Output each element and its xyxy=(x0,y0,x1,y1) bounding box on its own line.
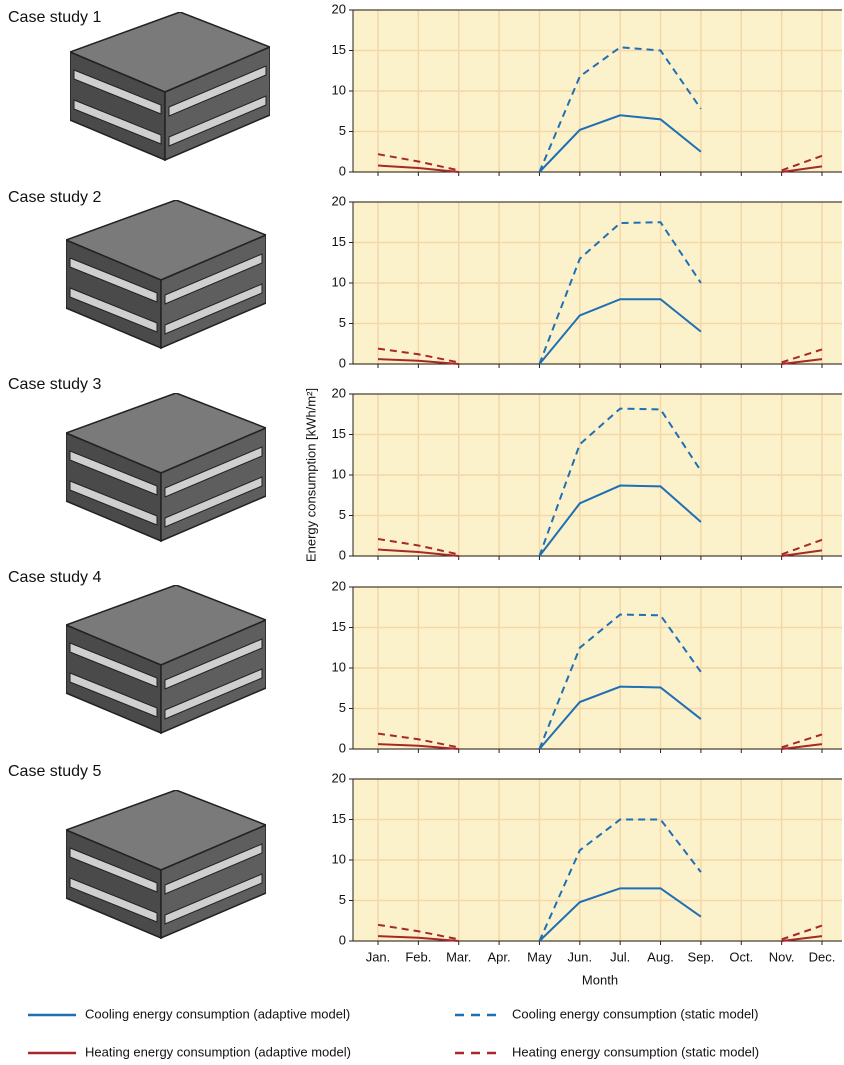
x-tick-label: Nov. xyxy=(769,949,795,964)
legend-label: Heating energy consumption (static model… xyxy=(512,1044,759,1059)
y-tick-label: 5 xyxy=(339,892,346,907)
y-tick-label: 0 xyxy=(339,740,346,755)
chart-title: Case study 4 xyxy=(8,569,101,586)
y-tick-label: 15 xyxy=(332,619,346,634)
x-tick-label: Dec. xyxy=(809,949,836,964)
legend-label: Cooling energy consumption (adaptive mod… xyxy=(85,1006,350,1021)
x-tick-label: Jul. xyxy=(610,949,630,964)
chart-title: Case study 1 xyxy=(8,9,101,26)
chart-title: Case study 5 xyxy=(8,763,101,780)
y-tick-label: 10 xyxy=(332,659,346,674)
y-tick-label: 10 xyxy=(332,466,346,481)
y-tick-label: 5 xyxy=(339,315,346,330)
y-tick-label: 20 xyxy=(332,578,346,593)
building-illustration xyxy=(66,393,266,541)
x-tick-label: Feb. xyxy=(405,949,431,964)
x-axis-label: Month xyxy=(582,972,618,987)
y-axis-label: Energy consumption [kWh/m²] xyxy=(303,388,318,562)
x-tick-label: Oct. xyxy=(729,949,753,964)
y-tick-label: 20 xyxy=(332,193,346,208)
x-tick-label: Mar. xyxy=(446,949,471,964)
chart-title: Case study 3 xyxy=(8,376,101,393)
x-tick-label: Sep. xyxy=(688,949,715,964)
building-illustration xyxy=(66,585,266,733)
figure: Case study 1 0 5 10 15 20 Case study 2 0 5 10 15 20… xyxy=(0,0,844,1065)
y-tick-label: 5 xyxy=(339,507,346,522)
x-tick-label: Apr. xyxy=(488,949,511,964)
x-tick-label: Jan. xyxy=(366,949,391,964)
y-tick-label: 20 xyxy=(332,1,346,16)
y-tick-label: 0 xyxy=(339,547,346,562)
y-tick-label: 10 xyxy=(332,851,346,866)
y-tick-label: 15 xyxy=(332,234,346,249)
building-illustration xyxy=(66,200,266,348)
building-illustration xyxy=(70,12,270,160)
y-tick-label: 0 xyxy=(339,355,346,370)
y-tick-label: 15 xyxy=(332,42,346,57)
y-tick-label: 15 xyxy=(332,811,346,826)
legend-label: Heating energy consumption (adaptive mod… xyxy=(85,1044,351,1059)
y-tick-label: 0 xyxy=(339,163,346,178)
building-illustration xyxy=(66,790,266,938)
x-tick-label: Jun. xyxy=(568,949,593,964)
legend-label: Cooling energy consumption (static model… xyxy=(512,1006,758,1021)
y-tick-label: 5 xyxy=(339,123,346,138)
y-tick-label: 15 xyxy=(332,426,346,441)
x-tick-label: Aug. xyxy=(647,949,674,964)
y-tick-label: 10 xyxy=(332,274,346,289)
y-tick-label: 5 xyxy=(339,700,346,715)
x-tick-label: May xyxy=(527,949,552,964)
y-tick-label: 20 xyxy=(332,770,346,785)
chart-title: Case study 2 xyxy=(8,189,101,206)
y-tick-label: 10 xyxy=(332,82,346,97)
y-tick-label: 20 xyxy=(332,385,346,400)
y-tick-label: 0 xyxy=(339,932,346,947)
